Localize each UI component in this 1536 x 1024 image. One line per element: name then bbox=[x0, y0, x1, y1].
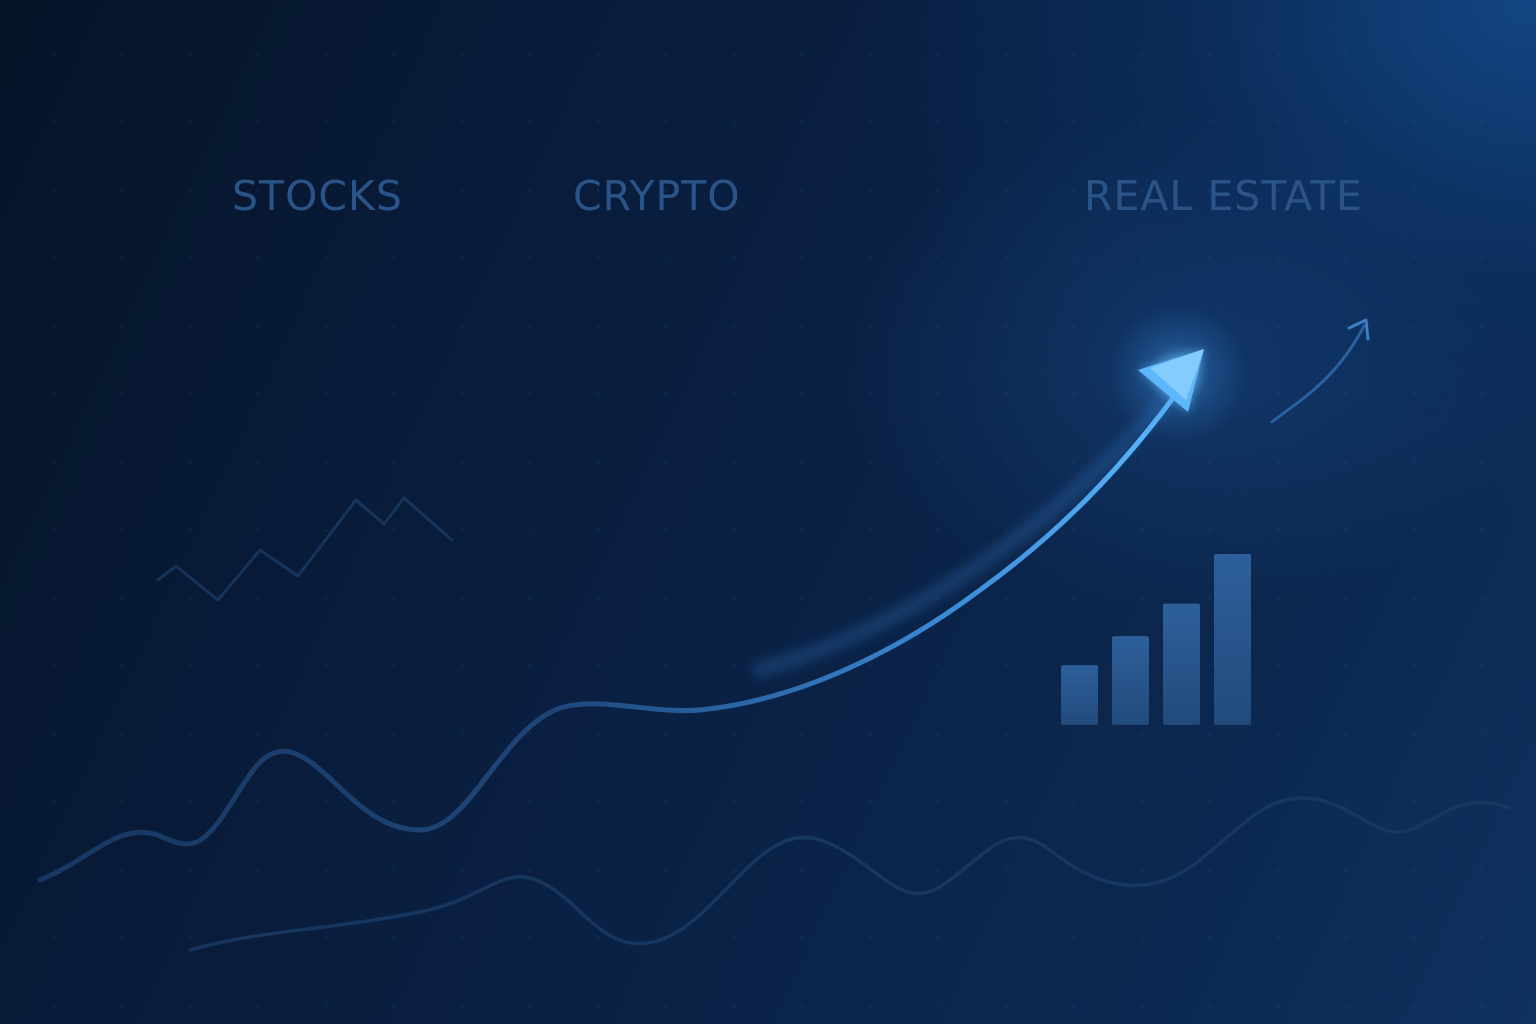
stock-zigzag-icon bbox=[156, 496, 454, 602]
label-crypto: CRYPTO bbox=[573, 172, 741, 220]
main-curve-glow bbox=[752, 388, 1178, 678]
trend-up-arrow-icon bbox=[1138, 349, 1204, 412]
bar-1 bbox=[1061, 665, 1098, 725]
label-stocks: STOCKS bbox=[232, 172, 403, 220]
bar-3 bbox=[1163, 603, 1200, 725]
bar-4 bbox=[1214, 554, 1251, 725]
bar-2 bbox=[1112, 636, 1149, 725]
bar-chart bbox=[1061, 554, 1251, 725]
lower-wave-line bbox=[188, 796, 1512, 952]
main-growth-curve bbox=[37, 391, 1179, 883]
small-trend-arrow-icon bbox=[1270, 318, 1370, 424]
label-real-estate: REAL ESTATE bbox=[1084, 172, 1363, 220]
